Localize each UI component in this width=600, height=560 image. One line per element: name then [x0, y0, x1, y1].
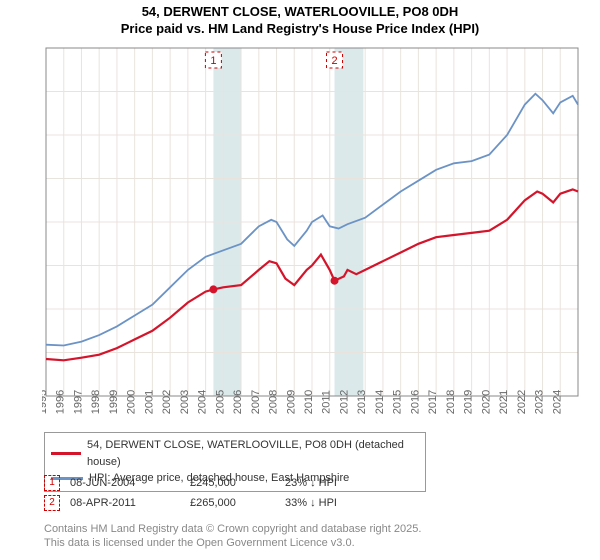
- svg-text:2018: 2018: [445, 390, 457, 414]
- marker-badge-1: 1: [44, 475, 60, 491]
- svg-text:2024: 2024: [551, 390, 563, 414]
- svg-text:2021: 2021: [498, 390, 510, 414]
- footer-line1: Contains HM Land Registry data © Crown c…: [44, 522, 421, 536]
- marker-date: 08-JUN-2004: [70, 477, 190, 489]
- svg-text:2015: 2015: [392, 390, 404, 414]
- legend-row-red: 54, DERWENT CLOSE, WATERLOOVILLE, PO8 0D…: [51, 437, 419, 470]
- svg-text:2022: 2022: [516, 390, 528, 414]
- legend-label-red: 54, DERWENT CLOSE, WATERLOOVILLE, PO8 0D…: [87, 437, 419, 470]
- svg-text:2019: 2019: [463, 390, 475, 414]
- svg-text:2023: 2023: [534, 390, 546, 414]
- svg-text:1999: 1999: [108, 390, 120, 414]
- footer-line2: This data is licensed under the Open Gov…: [44, 536, 421, 550]
- marker-row: 1 08-JUN-2004 £245,000 23% ↓ HPI: [44, 475, 380, 491]
- chart-plot: £0£100K£200K£300K£400K£500K£600K£700K£80…: [42, 44, 582, 424]
- svg-text:2016: 2016: [409, 390, 421, 414]
- marker-badge-2: 2: [44, 495, 60, 511]
- svg-text:1998: 1998: [90, 390, 102, 414]
- svg-text:2: 2: [331, 55, 337, 67]
- chart-title: 54, DERWENT CLOSE, WATERLOOVILLE, PO8 0D…: [0, 4, 600, 38]
- svg-text:2000: 2000: [126, 390, 138, 414]
- marker-delta: 23% ↓ HPI: [285, 477, 380, 489]
- svg-text:2013: 2013: [356, 390, 368, 414]
- chart-svg: £0£100K£200K£300K£400K£500K£600K£700K£80…: [42, 44, 582, 424]
- svg-text:1996: 1996: [55, 390, 67, 414]
- svg-text:2007: 2007: [250, 390, 262, 414]
- svg-text:2006: 2006: [232, 390, 244, 414]
- svg-text:2011: 2011: [321, 390, 333, 414]
- legend-swatch-red: [51, 452, 81, 455]
- svg-text:1: 1: [210, 55, 216, 67]
- marker-row: 2 08-APR-2011 £265,000 33% ↓ HPI: [44, 495, 380, 511]
- title-line2: Price paid vs. HM Land Registry's House …: [0, 21, 600, 38]
- svg-text:2004: 2004: [197, 390, 209, 414]
- svg-text:2010: 2010: [303, 390, 315, 414]
- svg-text:1997: 1997: [72, 390, 84, 414]
- marker-price: £265,000: [190, 497, 285, 509]
- svg-text:2005: 2005: [214, 390, 226, 414]
- marker-price: £245,000: [190, 477, 285, 489]
- svg-text:2008: 2008: [268, 390, 280, 414]
- marker-delta: 33% ↓ HPI: [285, 497, 380, 509]
- svg-text:2017: 2017: [427, 390, 439, 414]
- svg-text:2001: 2001: [143, 390, 155, 414]
- svg-text:2012: 2012: [338, 390, 350, 414]
- svg-text:2020: 2020: [480, 390, 492, 414]
- svg-text:2014: 2014: [374, 390, 386, 414]
- marker-date: 08-APR-2011: [70, 497, 190, 509]
- svg-text:2009: 2009: [285, 390, 297, 414]
- marker-rows: 1 08-JUN-2004 £245,000 23% ↓ HPI 2 08-AP…: [44, 475, 380, 515]
- title-line1: 54, DERWENT CLOSE, WATERLOOVILLE, PO8 0D…: [0, 4, 600, 21]
- footer: Contains HM Land Registry data © Crown c…: [44, 522, 421, 551]
- svg-text:2002: 2002: [161, 390, 173, 414]
- svg-text:2003: 2003: [179, 390, 191, 414]
